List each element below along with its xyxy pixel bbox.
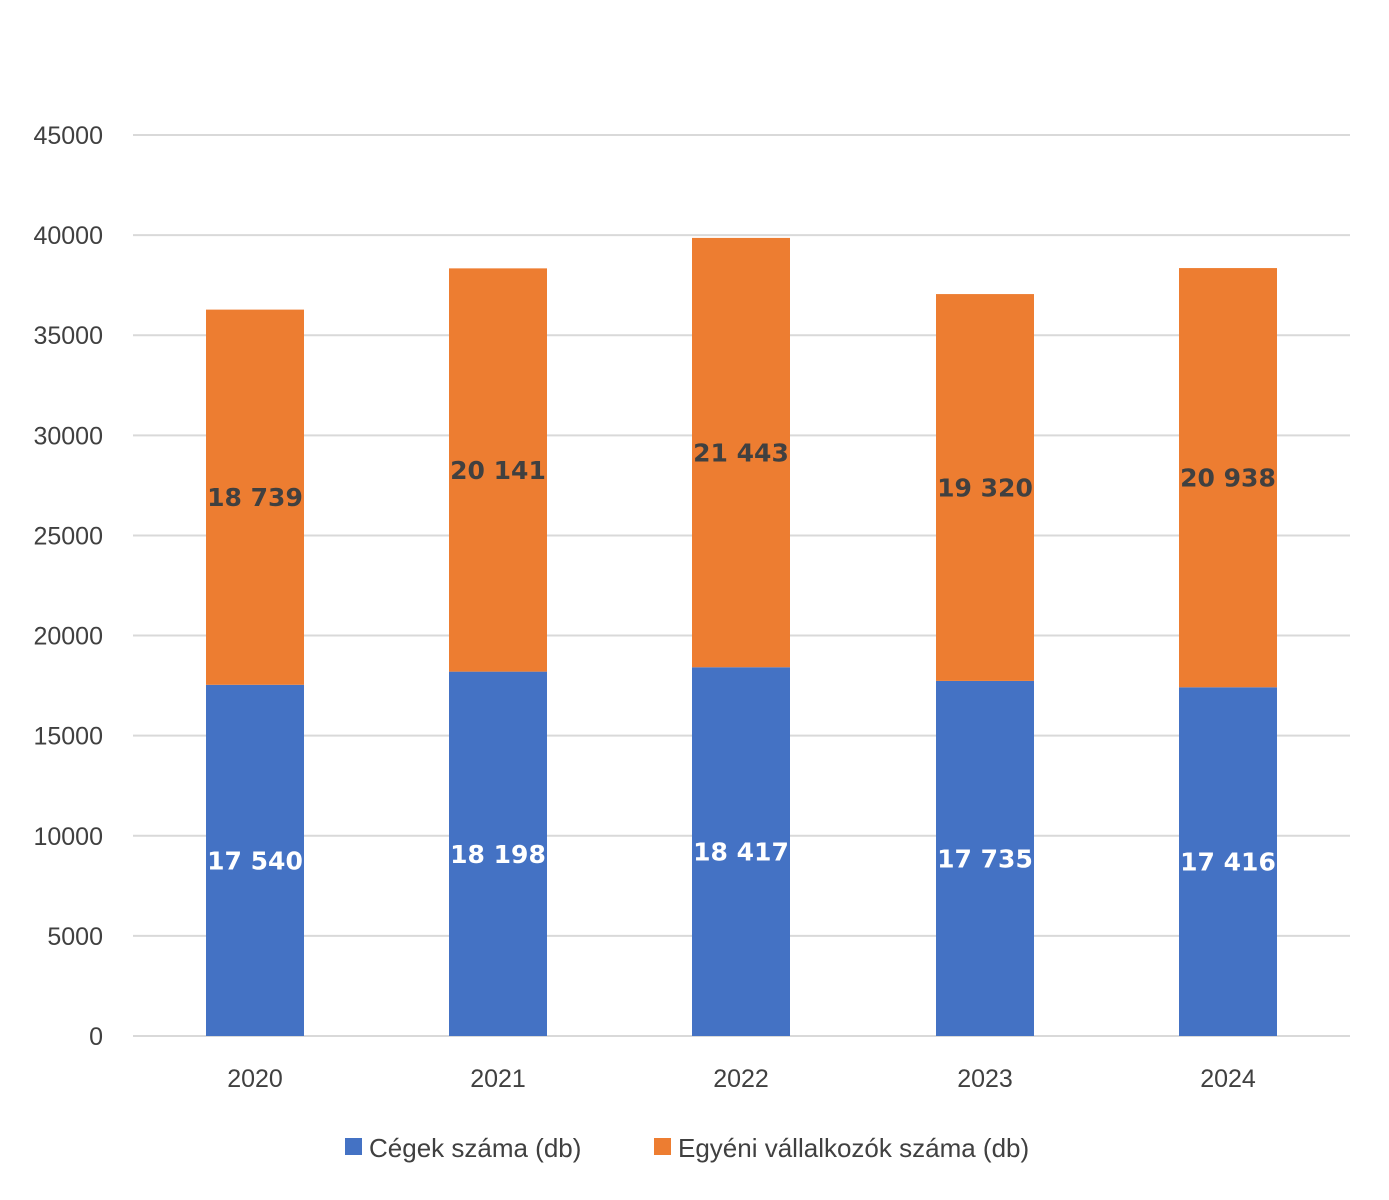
x-axis-tick-labels: 2020 2021 2022 2023 2024 xyxy=(227,1065,1256,1093)
data-label: 19 320 xyxy=(937,473,1033,502)
data-label: 18 739 xyxy=(207,483,303,512)
legend-swatch xyxy=(345,1138,362,1155)
bar-segment-cegek-2020 xyxy=(206,684,304,1036)
bar-segment-egyeni-2022 xyxy=(692,237,790,668)
y-tick-label: 10000 xyxy=(33,823,103,851)
data-label: 18 417 xyxy=(693,838,789,867)
y-tick-label: 5000 xyxy=(47,923,103,951)
data-label: 17 416 xyxy=(1180,848,1276,877)
y-tick-label: 0 xyxy=(89,1023,103,1051)
bar-segment-egyeni-2020 xyxy=(206,309,304,685)
y-tick-label: 45000 xyxy=(33,122,103,150)
y-tick-label: 40000 xyxy=(33,222,103,250)
y-tick-label: 20000 xyxy=(33,623,103,651)
data-labels: 17 540 18 739 18 198 20 141 18 417 21 443 17 7… xyxy=(207,439,1276,877)
x-tick-label: 2022 xyxy=(713,1065,769,1093)
data-label: 20 938 xyxy=(1180,464,1276,493)
bar-segment-egyeni-2024 xyxy=(1179,268,1277,688)
y-tick-label: 15000 xyxy=(33,723,103,751)
bar-segment-cegek-2024 xyxy=(1179,687,1277,1036)
data-label: 17 540 xyxy=(207,846,303,875)
data-label: 20 141 xyxy=(450,456,546,485)
bar-segment-cegek-2022 xyxy=(692,667,790,1036)
data-label: 17 735 xyxy=(937,844,1033,873)
data-label: 18 198 xyxy=(450,840,546,869)
data-label: 21 443 xyxy=(693,439,789,468)
y-tick-label: 35000 xyxy=(33,322,103,350)
y-axis-tick-labels: 0 5000 10000 15000 20000 25000 30000 35000 40000… xyxy=(33,122,103,1051)
x-tick-label: 2024 xyxy=(1200,1065,1256,1093)
bar-segment-cegek-2021 xyxy=(449,671,547,1036)
legend: Cégek száma (db) Egyéni vállalkozók száma… xyxy=(345,1133,1029,1163)
legend-label: Cégek száma (db) xyxy=(369,1133,581,1163)
x-tick-label: 2020 xyxy=(227,1065,283,1093)
x-tick-label: 2023 xyxy=(957,1065,1013,1093)
y-tick-label: 25000 xyxy=(33,522,103,550)
legend-swatch xyxy=(654,1138,671,1155)
x-tick-label: 2021 xyxy=(470,1065,526,1093)
bar-segment-cegek-2023 xyxy=(936,680,1034,1036)
bars xyxy=(206,237,1277,1036)
y-tick-label: 30000 xyxy=(33,422,103,450)
bar-segment-egyeni-2021 xyxy=(449,268,547,672)
bar-segment-egyeni-2023 xyxy=(936,294,1034,681)
legend-label: Egyéni vállalkozók száma (db) xyxy=(678,1133,1029,1163)
